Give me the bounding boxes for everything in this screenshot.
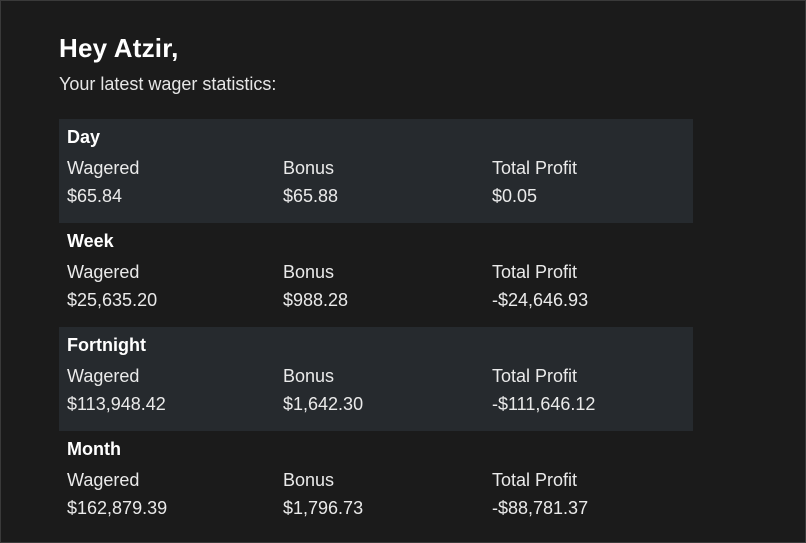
total-profit-label: Total Profit (492, 366, 578, 386)
total-profit-value: -$88,781.37 (492, 498, 589, 518)
wager-statistics-table: Day Wagered $65.84 Bonus $65.88 Total Pr… (59, 119, 693, 535)
wagered-label: Wagered (67, 158, 140, 178)
total-profit-cell: Total Profit -$24,646.93 (492, 262, 588, 310)
wagered-cell: Wagered $25,635.20 (67, 262, 157, 310)
bonus-label: Bonus (283, 158, 335, 178)
wagered-cell: Wagered $113,948.42 (67, 366, 166, 414)
bonus-cell: Bonus $1,796.73 (283, 470, 363, 518)
total-profit-value: -$111,646.12 (492, 394, 596, 414)
bonus-label: Bonus (283, 366, 335, 386)
wagered-value: $113,948.42 (67, 394, 166, 414)
bonus-cell: Bonus $65.88 (283, 158, 338, 206)
bonus-label: Bonus (283, 262, 335, 282)
total-profit-cell: Total Profit -$88,781.37 (492, 470, 588, 518)
total-profit-value: $0.05 (492, 186, 538, 206)
total-profit-value: -$24,646.93 (492, 290, 589, 310)
period-title: Day (67, 127, 101, 147)
period-row-day: Day Wagered $65.84 Bonus $65.88 Total Pr… (59, 119, 693, 223)
greeting-heading: Hey Atzir, (59, 33, 179, 63)
period-title: Month (67, 439, 121, 459)
bonus-cell: Bonus $988.28 (283, 262, 348, 310)
period-row-fortnight: Fortnight Wagered $113,948.42 Bonus $1,6… (59, 327, 693, 431)
period-title: Week (67, 231, 114, 251)
bonus-cell: Bonus $1,642.30 (283, 366, 363, 414)
total-profit-cell: Total Profit -$111,646.12 (492, 366, 595, 414)
total-profit-cell: Total Profit $0.05 (492, 158, 577, 206)
period-row-month: Month Wagered $162,879.39 Bonus $1,796.7… (59, 431, 693, 535)
total-profit-label: Total Profit (492, 470, 578, 490)
wagered-cell: Wagered $65.84 (67, 158, 139, 206)
wagered-value: $162,879.39 (67, 498, 168, 518)
subtitle-text: Your latest wager statistics: (59, 74, 277, 94)
wagered-label: Wagered (67, 366, 140, 386)
wagered-value: $25,635.20 (67, 290, 158, 310)
total-profit-label: Total Profit (492, 262, 578, 282)
bonus-value: $65.88 (283, 186, 339, 206)
wagered-label: Wagered (67, 470, 140, 490)
period-row-week: Week Wagered $25,635.20 Bonus $988.28 To… (59, 223, 693, 327)
bonus-value: $1,796.73 (283, 498, 364, 518)
wagered-value: $65.84 (67, 186, 123, 206)
bonus-label: Bonus (283, 470, 335, 490)
bonus-value: $988.28 (283, 290, 349, 310)
total-profit-label: Total Profit (492, 158, 578, 178)
wagered-label: Wagered (67, 262, 140, 282)
wagered-cell: Wagered $162,879.39 (67, 470, 167, 518)
period-title: Fortnight (67, 335, 146, 355)
bonus-value: $1,642.30 (283, 394, 364, 414)
